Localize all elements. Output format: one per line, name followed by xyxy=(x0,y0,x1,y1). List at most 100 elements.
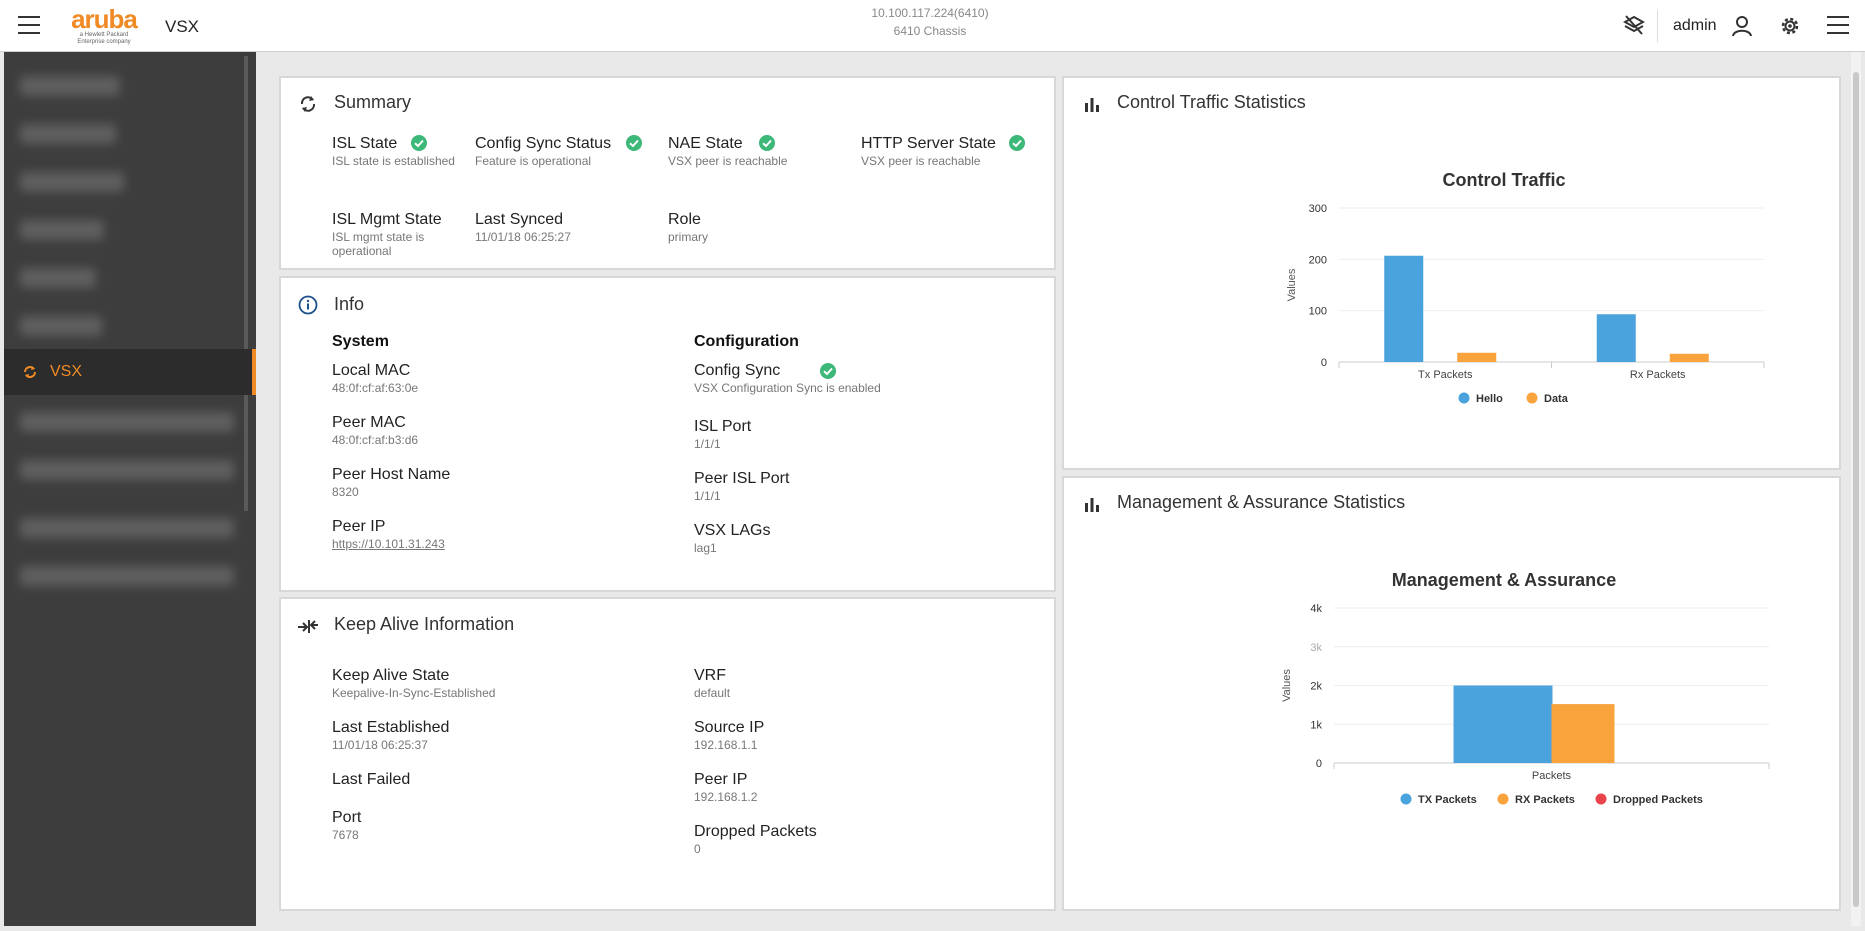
sidebar-item-9[interactable] xyxy=(20,518,234,538)
keepalive-title: Keep Alive Information xyxy=(334,614,515,634)
bar-chart-icon xyxy=(1085,98,1099,112)
config-sync: Config Sync VSX Configuration Sync is en… xyxy=(694,362,881,395)
gear-icon[interactable] xyxy=(1779,15,1801,37)
peer-ip-keepalive: Peer IP 192.168.1.2 xyxy=(694,771,757,804)
legend-label: Dropped Packets xyxy=(1613,794,1703,806)
x-tick-label: Tx Packets xyxy=(1418,369,1473,381)
management-assurance-panel: Management & Assurance Statistics Manage… xyxy=(1062,476,1841,911)
y-axis-label: Values xyxy=(1286,268,1298,301)
vsx-lags: VSX LAGs lag1 xyxy=(694,522,770,555)
user-icon[interactable] xyxy=(1730,14,1754,38)
more-menu-icon[interactable] xyxy=(1827,16,1849,34)
http-server-state: HTTP Server State VSX peer is reachable xyxy=(861,135,996,168)
field-label: Last Failed xyxy=(332,771,411,788)
role: Role primary xyxy=(668,211,708,244)
y-tick-label: 200 xyxy=(1309,254,1327,266)
peer-ip-link[interactable]: https://10.101.31.243 xyxy=(332,537,445,551)
sidebar-item-6[interactable] xyxy=(20,316,102,336)
x-tick-label: Rx Packets xyxy=(1630,369,1686,381)
page-scrollbar[interactable] xyxy=(1851,52,1861,926)
field-value: 1/1/1 xyxy=(694,489,721,503)
bar xyxy=(1453,685,1553,763)
sidebar-item-4[interactable] xyxy=(20,220,104,240)
legend-label: TX Packets xyxy=(1418,794,1477,806)
field-label: Config Sync xyxy=(694,362,781,379)
summary-title: Summary xyxy=(334,92,412,112)
dropped-packets: Dropped Packets 0 xyxy=(694,823,817,856)
field-value: 11/01/18 06:25:27 xyxy=(475,230,571,244)
field-label: VRF xyxy=(694,667,726,684)
y-axis-label: Values xyxy=(1281,669,1293,702)
management-assurance-chart: Management & Assurance Values 0 1k 2k 3k 4k Pac… xyxy=(1281,570,1770,806)
last-established: Last Established 11/01/18 06:25:37 xyxy=(332,719,449,752)
field-label: Peer Host Name xyxy=(332,466,451,483)
check-circle-icon xyxy=(759,135,775,151)
field-label: Peer ISL Port xyxy=(694,470,790,487)
configuration-heading: Configuration xyxy=(694,333,799,350)
sidebar-item-7[interactable] xyxy=(20,412,234,432)
aruba-logo[interactable]: aruba a Hewlett Packard Enterprise compa… xyxy=(62,6,146,46)
y-tick-label: 100 xyxy=(1309,306,1327,318)
field-label: ISL Port xyxy=(694,418,752,435)
user-name[interactable]: admin xyxy=(1673,17,1717,34)
x-tick-label: Packets xyxy=(1532,770,1572,782)
check-circle-icon xyxy=(626,135,642,151)
sidebar-item-3[interactable] xyxy=(20,172,124,192)
field-value: 48:0f:cf:af:b3:d6 xyxy=(332,433,419,447)
field-value: ISL state is established xyxy=(332,154,455,168)
field-value: VSX peer is reachable xyxy=(861,154,981,168)
field-value: 11/01/18 06:25:37 xyxy=(332,738,428,752)
peer-ip: Peer IP https://10.101.31.243 xyxy=(332,518,445,551)
check-circle-icon xyxy=(820,363,836,379)
keepalive-panel: Keep Alive Information Keep Alive State … xyxy=(279,597,1056,911)
field-label: Source IP xyxy=(694,719,765,736)
bar xyxy=(1551,704,1615,763)
field-value: VSX peer is reachable xyxy=(668,154,788,168)
field-value: VSX Configuration Sync is enabled xyxy=(694,381,881,395)
isl-state: ISL State ISL state is established xyxy=(332,135,455,168)
field-label: Config Sync Status xyxy=(475,135,612,152)
field-label: Role xyxy=(668,211,701,228)
peer-host-name: Peer Host Name 8320 xyxy=(332,466,450,499)
config-sync-status: Config Sync Status Feature is operationa… xyxy=(475,135,611,168)
info-title: Info xyxy=(334,294,365,314)
sidebar-item-2[interactable] xyxy=(20,124,116,144)
chart-title: Management & Assurance xyxy=(1392,570,1616,590)
legend-marker xyxy=(1526,392,1538,404)
y-tick-label: 3k xyxy=(1310,642,1322,654)
y-tick-label: 0 xyxy=(1316,758,1322,770)
sidebar-item-10[interactable] xyxy=(20,566,234,586)
port: Port 7678 xyxy=(332,809,361,842)
sidebar-item-label: VSX xyxy=(50,363,83,380)
last-failed: Last Failed xyxy=(332,771,410,790)
field-value: 7678 xyxy=(332,828,359,842)
field-value: ISL mgmt state is operational xyxy=(332,230,425,258)
menu-icon[interactable] xyxy=(18,16,40,34)
layers-off-icon[interactable] xyxy=(1623,14,1645,36)
sidebar-item-vsx[interactable]: VSX xyxy=(4,349,256,395)
sidebar-blurred-items xyxy=(4,52,256,607)
field-label: ISL State xyxy=(332,135,398,152)
field-label: Dropped Packets xyxy=(694,823,817,840)
sidebar-item-1[interactable] xyxy=(20,76,120,96)
info-panel: Info System Configuration Local MAC 48:0… xyxy=(279,276,1056,592)
sidebar-scrollbar[interactable] xyxy=(244,56,248,511)
field-value: 48:0f:cf:af:63:0e xyxy=(332,381,419,395)
field-value: 192.168.1.2 xyxy=(694,790,758,804)
control-traffic-title: Control Traffic Statistics xyxy=(1117,92,1306,112)
check-circle-icon xyxy=(1009,135,1025,151)
sidebar-item-5[interactable] xyxy=(20,268,96,288)
y-tick-label: 0 xyxy=(1321,357,1327,369)
field-value: Feature is operational xyxy=(475,154,592,168)
isl-port: ISL Port 1/1/1 xyxy=(694,418,751,451)
source-ip: Source IP 192.168.1.1 xyxy=(694,719,764,752)
legend-label: RX Packets xyxy=(1515,794,1575,806)
system-heading: System xyxy=(332,333,389,350)
scrollbar-thumb[interactable] xyxy=(1853,72,1859,907)
bar xyxy=(1384,255,1424,362)
sidebar-item-8[interactable] xyxy=(20,460,234,480)
isl-mgmt-state: ISL Mgmt State ISL mgmt state is operati… xyxy=(332,211,457,258)
field-label: Peer IP xyxy=(332,518,386,535)
field-value: 1/1/1 xyxy=(694,437,721,451)
sync-icon xyxy=(300,96,316,112)
